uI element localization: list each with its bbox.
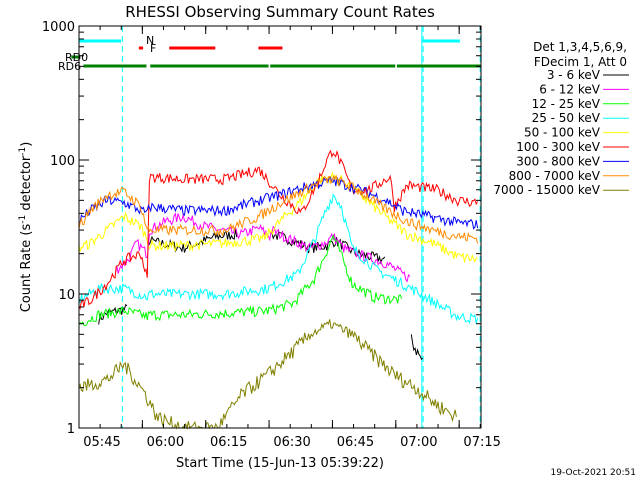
flag-label-n: N	[146, 34, 154, 47]
legend-label-8: 7000 - 15000 keV	[493, 183, 600, 197]
series-line-5-0	[78, 149, 479, 310]
x-axis-label: Start Time (15-Jun-13 05:39:22)	[176, 456, 384, 471]
flag-label-rd6: RD6	[58, 60, 81, 73]
flag-label-rd0: RD0	[65, 51, 88, 64]
chart-title: RHESSI Observing Summary Count Rates	[125, 3, 435, 21]
legend-label-0: 3 - 6 keV	[547, 68, 601, 82]
x-tick-label-4: 06:45	[337, 435, 374, 450]
y-tick-label-2: 100	[50, 154, 75, 169]
x-tick-label-0: 05:45	[83, 435, 120, 450]
y-axis-label: Count Rate (s-1 detector-1)	[18, 142, 34, 313]
generation-timestamp: 19-Oct-2021 20:51	[551, 468, 636, 478]
y-tick-label-0: 1	[67, 422, 75, 437]
legend-label-1: 6 - 12 keV	[539, 82, 601, 96]
legend-label-2: 12 - 25 keV	[532, 97, 601, 111]
series-line-4-0	[78, 171, 478, 264]
series-line-0-0	[98, 304, 128, 325]
legend-header-line-1: Det 1,3,4,5,6,9,	[533, 40, 627, 54]
legend-label-6: 300 - 800 keV	[516, 154, 600, 168]
flag-label-f: F	[150, 42, 156, 55]
x-tick-label-1: 06:00	[147, 435, 184, 450]
plot-content	[78, 26, 481, 430]
series-line-0-3	[410, 334, 424, 361]
x-tick-label-3: 06:30	[273, 435, 310, 450]
x-tick-label-5: 07:00	[400, 435, 437, 450]
series-line-6-0	[78, 176, 479, 230]
x-tick-label-2: 06:15	[210, 435, 247, 450]
legend-label-5: 100 - 300 keV	[516, 140, 600, 154]
legend-header-line-2: FDecim 1, Att 0	[534, 55, 627, 69]
axes: 05:45 06:00 06:15 06:30 06:45 07:00 07:15 1 10 10…	[42, 20, 501, 450]
series-line-2-0	[78, 234, 403, 327]
legend-label-3: 25 - 50 keV	[532, 111, 601, 125]
legend: Det 1,3,4,5,6,9, FDecim 1, Att 0 3 - 6 k…	[493, 40, 629, 197]
series-line-3-0	[78, 193, 479, 325]
legend-label-7: 800 - 7000 keV	[509, 169, 601, 183]
series-line-7-0	[78, 174, 479, 244]
series-line-8-0	[78, 319, 457, 430]
y-tick-label-1: 10	[58, 288, 75, 303]
plot-frame	[78, 25, 482, 429]
legend-label-4: 50 - 100 keV	[524, 126, 601, 140]
y-tick-label-3: 1000	[42, 20, 75, 35]
x-tick-label-6: 07:15	[463, 435, 500, 450]
series-line-1-0	[115, 212, 411, 283]
